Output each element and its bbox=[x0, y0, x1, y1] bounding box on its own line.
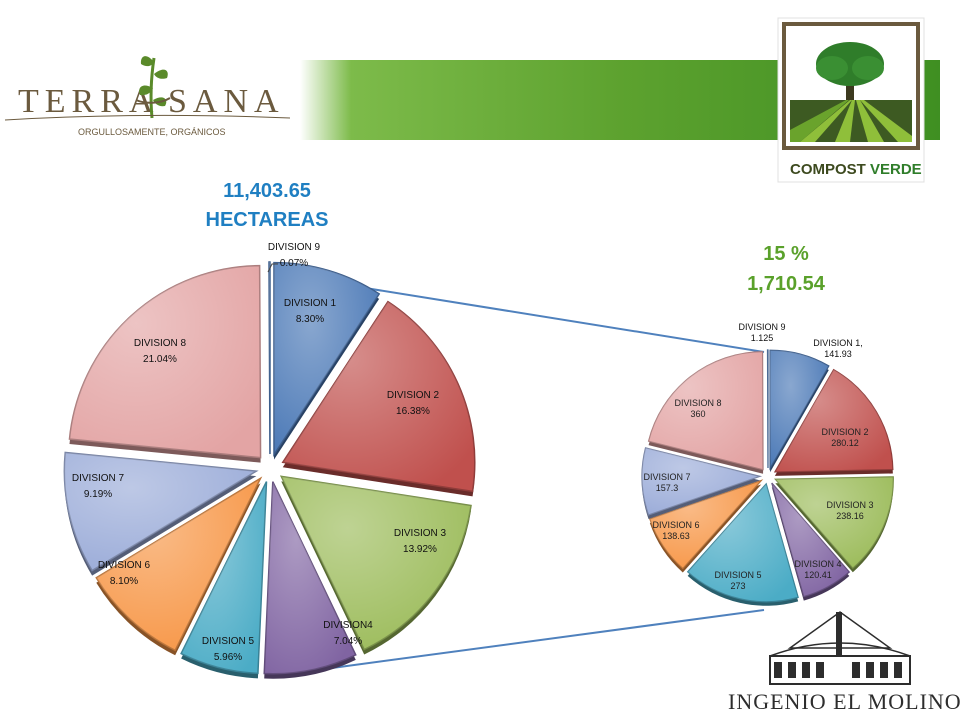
field-rows-icon bbox=[790, 100, 912, 142]
pie-label-value-8: 360 bbox=[690, 409, 705, 419]
pie-slice-highlight-3 bbox=[775, 476, 894, 569]
main-chart-title-line2: HECTAREAS bbox=[206, 209, 329, 231]
pie-label-value-5: 273 bbox=[730, 581, 745, 591]
pie-label-name-8: DIVISION 8 bbox=[134, 338, 187, 349]
main-chart-title-line1: 11,403.65 bbox=[223, 180, 311, 202]
pie-slice-highlight-7 bbox=[642, 447, 761, 515]
detail-chart-title-line1: 15 % bbox=[763, 243, 809, 265]
pie-slice-highlight-5 bbox=[687, 483, 799, 602]
pie-label-value-2: 16.38% bbox=[396, 406, 430, 417]
pie-label-value-7: 157.3 bbox=[656, 483, 679, 493]
pie-label-value-9: 1.125 bbox=[751, 333, 774, 343]
pie-label-value-1: 141.93 bbox=[824, 349, 852, 359]
ingenio-text: INGENIO EL MOLINO bbox=[728, 689, 960, 714]
detail-chart-title-line2: 1,710.54 bbox=[747, 273, 826, 295]
sprout-icon bbox=[135, 56, 171, 119]
pie-label-name-8: DIVISION 8 bbox=[674, 398, 721, 408]
pie-label-value-4: 120.41 bbox=[804, 570, 832, 580]
pie-label-name-2: DIVISION 2 bbox=[821, 427, 868, 437]
pie-label-value-2: 280.12 bbox=[831, 438, 859, 448]
pie-label-name-3: DIVISION 3 bbox=[826, 500, 873, 510]
pie-slice-highlight-1 bbox=[273, 262, 380, 455]
pie-label-name-4: DIVISION4 bbox=[323, 620, 373, 631]
compostverde-word-a: COMPOST bbox=[790, 161, 866, 178]
pie-slice-highlight-4 bbox=[771, 483, 850, 597]
terrasana-tagline: ORGULLOSAMENTE, ORGÁNICOS bbox=[78, 127, 226, 137]
pie-label-value-7: 9.19% bbox=[84, 489, 112, 500]
tree-icon bbox=[816, 42, 884, 104]
pie-label-name-9: DIVISION 9 bbox=[738, 322, 785, 332]
compostverde-logo: COMPOST VERDE bbox=[777, 17, 925, 183]
pie-label-name-6: DIVISION 6 bbox=[98, 560, 151, 571]
pie-slice-highlight-6 bbox=[96, 478, 261, 651]
pie-leader-line-division-9 bbox=[267, 263, 278, 273]
pie-slice-highlight-8 bbox=[69, 265, 261, 458]
pie-label-name-3: DIVISION 3 bbox=[394, 528, 447, 539]
zoom-connector-bottom bbox=[331, 609, 765, 669]
pie-slice-highlight-8 bbox=[648, 351, 764, 470]
pie-label-name-1: DIVISION 1 bbox=[284, 298, 337, 309]
compostverde-word-b: VERDE bbox=[870, 161, 922, 178]
pie-label-value-1: 8.30% bbox=[296, 314, 324, 325]
pie-slice-highlight-2 bbox=[282, 301, 475, 492]
pie-label-name-2: DIVISION 2 bbox=[387, 390, 440, 401]
main-pie-chart: DIVISION 1 8.30% DIVISION 2 16.38% DIVISION … bbox=[63, 242, 476, 679]
pie-label-name-6: DIVISION 6 bbox=[652, 520, 699, 530]
pie-label-value-4: 7.04% bbox=[334, 636, 362, 647]
pie-label-value-3: 13.92% bbox=[403, 544, 437, 555]
pie-label-name-7: DIVISION 7 bbox=[643, 472, 690, 482]
pie-label-name-5: DIVISION 5 bbox=[202, 636, 255, 647]
pie-label-name-4: DIVISION 4 bbox=[794, 559, 841, 569]
pie-slice-highlight-4 bbox=[264, 481, 356, 674]
pie-slice-highlight-2 bbox=[774, 369, 893, 472]
pie-slice-highlight-5 bbox=[181, 481, 267, 674]
pie-label-name-1: DIVISION 1, bbox=[813, 338, 863, 348]
pie-label-value-9: 0.07% bbox=[280, 258, 308, 269]
pie-label-value-8: 21.04% bbox=[143, 354, 177, 365]
ingenio-logo: INGENIO EL MOLINO bbox=[728, 611, 960, 714]
terrasana-underline bbox=[4, 114, 291, 121]
pie-slice-highlight-9 bbox=[269, 262, 270, 455]
pie-label-value-5: 5.96% bbox=[214, 652, 242, 663]
terrasana-word-left: TERRA bbox=[18, 83, 159, 120]
pie-slice-highlight-3 bbox=[281, 476, 472, 650]
pie-slice-highlight-1 bbox=[770, 350, 829, 469]
sugar-mill-icon bbox=[769, 611, 911, 685]
pie-slice-highlight-7 bbox=[64, 452, 257, 571]
pie-label-name-5: DIVISION 5 bbox=[714, 570, 761, 580]
pie-label-name-9: DIVISION 9 bbox=[268, 242, 321, 253]
pie-label-value-6: 138.63 bbox=[662, 531, 690, 541]
pie-label-value-6: 8.10% bbox=[110, 576, 138, 587]
terrasana-logo: TERRA SANA ORGULLOSAMENTE, ORGÁNICOS bbox=[4, 56, 291, 137]
terrasana-word-right: SANA bbox=[168, 83, 285, 120]
pie-label-name-7: DIVISION 7 bbox=[72, 473, 125, 484]
pie-slice-highlight-6 bbox=[649, 480, 762, 569]
pie-label-value-3: 238.16 bbox=[836, 511, 864, 521]
